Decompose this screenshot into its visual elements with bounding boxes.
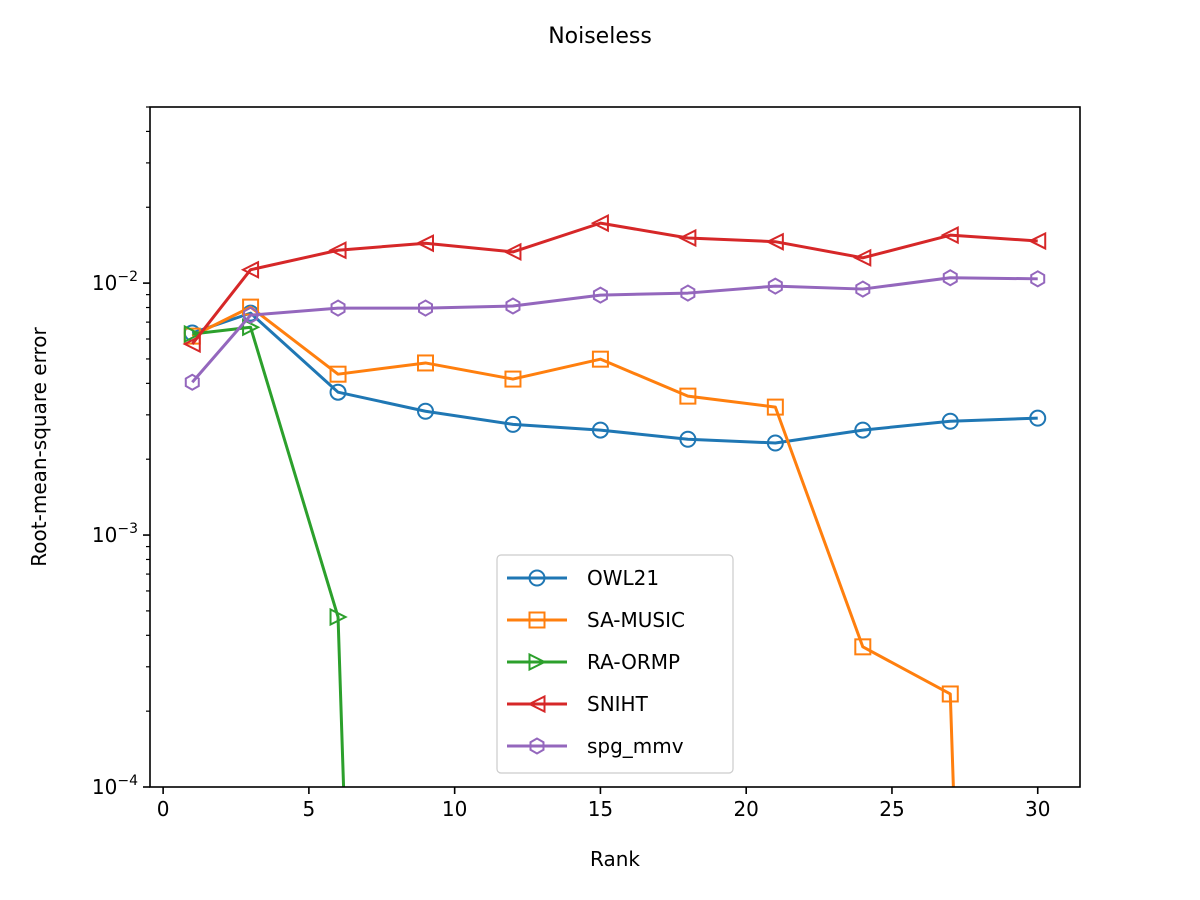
legend-marker [527,694,546,714]
data-point [505,297,521,315]
data-point [328,241,347,260]
data-point [504,370,522,388]
data-point [417,402,435,420]
legend: OWL21 SA-MUSIC RA-ORMP SNIHT spg_mmv [496,554,734,774]
data-point [590,214,609,233]
legend-marker [529,737,545,755]
data-point [941,412,959,430]
legend-label: SNIHT [587,692,649,716]
data-point [1029,409,1047,427]
x-axis-label: Rank [590,847,640,871]
data-point [592,286,608,304]
legend-entry: SNIHT [507,692,649,716]
data-point [941,685,959,703]
data-point [417,354,435,372]
x-tick-label: 5 [303,797,316,821]
legend-entry: OWL21 [507,566,659,590]
y-tick-base: 10 [92,271,117,295]
data-point [767,277,783,295]
x-tick-label: 20 [733,797,758,821]
series-line [191,221,1038,345]
data-point [942,269,958,287]
plot-frame [149,106,1081,788]
data-point [766,398,784,416]
legend-marker [528,652,547,672]
legend-entry: RA-ORMP [507,650,680,674]
data-point [855,280,871,298]
series-line [191,311,1038,445]
data-point [591,421,609,439]
data-point [678,228,697,248]
x-tick-label: 10 [442,797,467,821]
data-point [1027,231,1047,251]
data-point [415,234,435,253]
data-point [329,365,347,383]
y-tick-exp: −3 [117,521,138,537]
data-point [853,248,872,267]
series-sa-music [183,298,959,787]
x-tick-label: 0 [157,797,170,821]
legend-label: spg_mmv [587,734,684,758]
x-tick-label: 25 [879,797,904,821]
legend-entry: spg_mmv [507,734,684,758]
data-point [766,434,784,452]
y-tick-base: 10 [92,775,117,799]
data-point [680,284,696,302]
legend-label: OWL21 [587,566,659,590]
data-point [240,260,260,279]
data-point [854,421,872,439]
data-point [329,607,348,627]
y-tick-label: 10−4 [92,773,138,799]
data-point [503,242,522,262]
y-tick-exp: −4 [117,773,138,789]
series-line [192,325,346,787]
data-point [679,387,697,405]
data-point [183,324,203,344]
y-tick-exp: −2 [117,269,138,285]
data-point [591,350,609,368]
data-point [765,232,784,251]
data-point [854,638,872,656]
data-point [182,334,201,354]
series-ra-ormp [183,318,348,787]
series-line [191,276,1038,384]
series-sniht [182,214,1047,354]
data-point [940,226,959,245]
data-point [679,430,697,448]
chart-title: Noiseless [548,24,652,49]
legend-box [496,554,734,774]
legend-label: SA-MUSIC [587,608,685,632]
y-axis-label: Root-mean-square error [27,327,51,567]
data-point [184,373,200,391]
legend-marker [528,611,546,629]
series-owl21 [183,304,1047,452]
y-tick-base: 10 [92,523,117,547]
data-point [1030,270,1046,288]
y-tick-label: 10−2 [92,269,138,295]
data-point [504,415,522,433]
x-tick-label: 30 [1025,797,1050,821]
y-tick-label: 10−3 [92,521,138,547]
data-point [330,299,346,317]
data-point [329,383,347,401]
series-spg_mmv [184,269,1046,391]
data-point [243,306,259,324]
legend-marker [528,569,546,587]
legend-label: RA-ORMP [587,650,680,674]
x-tick-label: 15 [588,797,613,821]
data-point [418,299,433,317]
series-line [191,305,955,787]
legend-entry: SA-MUSIC [507,608,685,632]
